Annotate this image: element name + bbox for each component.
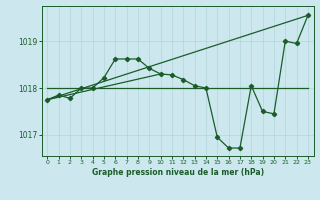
X-axis label: Graphe pression niveau de la mer (hPa): Graphe pression niveau de la mer (hPa) <box>92 168 264 177</box>
